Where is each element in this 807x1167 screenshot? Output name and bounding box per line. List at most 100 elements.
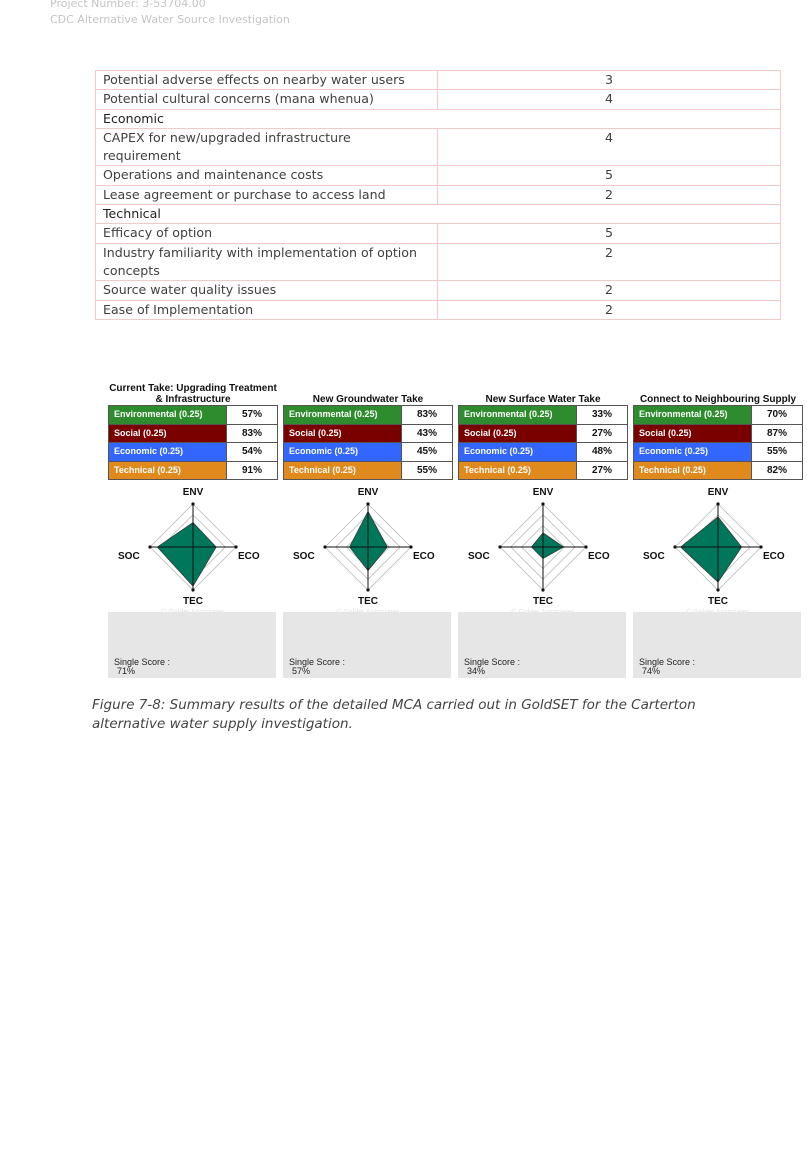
score-table: Environmental (0.25) 57% Social (0.25) 83% E…	[108, 405, 278, 480]
criterion-value: 43%	[402, 424, 452, 442]
radar-axis-point	[409, 545, 413, 549]
criterion-label: Technical (0.25)	[634, 461, 752, 479]
score-row-social: Social (0.25) 27%	[458, 424, 628, 443]
section-row: Technical	[95, 204, 781, 225]
panel-title: New Groundwater Take	[312, 394, 424, 405]
figure-caption: Figure 7-8: Summary results of the detai…	[92, 697, 696, 732]
table-row: Lease agreement or purchase to access la…	[95, 184, 781, 206]
score-cell: 2	[437, 299, 781, 320]
criterion-label: Environmental (0.25)	[109, 406, 227, 424]
criterion-value: 82%	[752, 461, 802, 479]
score-row-technical: Technical (0.25) 27%	[458, 461, 628, 480]
criterion-value: 70%	[752, 406, 802, 424]
score-cell: 2	[437, 242, 781, 282]
watermark-text: © Golder Associates	[336, 608, 400, 615]
radar-polygon	[680, 516, 743, 583]
table-row: Operations and maintenance costs 5	[95, 165, 781, 186]
criterion-label: Environmental (0.25)	[284, 406, 402, 424]
axis-label-tec: TEC	[183, 596, 203, 607]
radar-axis-point	[234, 545, 238, 549]
axis-label-eco: ECO	[588, 551, 610, 562]
single-score-box: Single Score :71%	[108, 612, 276, 678]
criterion-cell: CAPEX for new/upgraded infrastructure re…	[95, 127, 438, 167]
radar-chart: ENV ECO TEC SOC © Golder Associates	[468, 487, 610, 615]
criterion-value: 33%	[577, 406, 627, 424]
criterion-value: 83%	[227, 424, 277, 442]
criterion-label: Social (0.25)	[459, 424, 577, 442]
score-table: Environmental (0.25) 70% Social (0.25) 87% E…	[633, 405, 803, 480]
watermark-text: © Golder Associates	[686, 608, 750, 615]
table-row: Potential cultural concerns (mana whenua…	[95, 89, 781, 110]
score-row-technical: Technical (0.25) 82%	[633, 461, 803, 480]
radar-chart: ENV ECO TEC SOC © Golder Associates	[118, 487, 260, 615]
option-panel: New Groundwater Take Environmental (0.25)…	[283, 380, 453, 678]
score-row-environmental: Environmental (0.25) 83%	[283, 405, 453, 425]
criterion-label: Environmental (0.25)	[634, 406, 752, 424]
criterion-value: 45%	[402, 443, 452, 461]
score-row-technical: Technical (0.25) 55%	[283, 461, 453, 480]
criterion-cell: Potential adverse effects on nearby wate…	[95, 69, 438, 91]
criterion-label: Economic (0.25)	[459, 443, 577, 461]
axis-label-soc: SOC	[293, 551, 315, 562]
criterion-label: Social (0.25)	[284, 424, 402, 442]
panel-title: New Surface Water Take	[485, 394, 601, 405]
axis-label-tec: TEC	[708, 596, 728, 607]
criterion-cell: Source water quality issues	[95, 280, 438, 301]
criterion-label: Technical (0.25)	[284, 461, 402, 479]
criterion-value: 55%	[752, 443, 802, 461]
criterion-cell: Ease of Implementation	[95, 299, 438, 320]
radar-axis-point	[584, 545, 588, 549]
score-row-environmental: Environmental (0.25) 70%	[633, 405, 803, 425]
table-row: CAPEX for new/upgraded infrastructure re…	[95, 127, 781, 167]
radar-axis-point	[191, 588, 195, 592]
criterion-label: Economic (0.25)	[634, 443, 752, 461]
score-row-social: Social (0.25) 43%	[283, 424, 453, 443]
criterion-label: Technical (0.25)	[459, 461, 577, 479]
criterion-value: 54%	[227, 443, 277, 461]
radar-axis-point	[541, 502, 545, 506]
radar-axis-point	[716, 588, 720, 592]
score-row-social: Social (0.25) 83%	[108, 424, 278, 443]
score-table: Environmental (0.25) 33% Social (0.25) 27% E…	[458, 405, 628, 480]
axis-label-tec: TEC	[533, 596, 553, 607]
score-row-economic: Economic (0.25) 45%	[283, 443, 453, 462]
axis-label-env: ENV	[183, 487, 204, 498]
score-cell: 4	[437, 127, 781, 167]
score-row-economic: Economic (0.25) 48%	[458, 443, 628, 462]
criterion-label: Technical (0.25)	[109, 461, 227, 479]
single-score-value: 74%	[642, 666, 661, 676]
radar-axis-point	[323, 545, 327, 549]
criterion-value: 57%	[227, 406, 277, 424]
watermark-text: © Golder Associates	[161, 608, 225, 615]
project-title: CDC Alternative Water Source Investigati…	[50, 13, 290, 26]
option-panel: Connect to Neighbouring Supply Environmen…	[633, 380, 803, 678]
criterion-cell: Efficacy of option	[95, 223, 438, 244]
axis-label-eco: ECO	[238, 551, 260, 562]
radar-polygon	[156, 522, 217, 587]
single-score-box: Single Score :34%	[458, 612, 626, 678]
watermark-text: © Golder Associates	[511, 608, 575, 615]
project-number: Project Number: 3-53704.00	[50, 0, 206, 10]
score-cell: 3	[437, 69, 781, 91]
single-score-label: Single Score :	[114, 657, 171, 667]
score-row-technical: Technical (0.25) 91%	[108, 461, 278, 480]
radar-chart: ENV ECO TEC SOC © Golder Associates	[293, 487, 435, 615]
single-score-value: 71%	[117, 666, 136, 676]
criteria-table: Potential adverse effects on nearby wate…	[95, 69, 781, 320]
radar-axis-point	[541, 588, 545, 592]
criterion-value: 83%	[402, 406, 452, 424]
section-heading: Economic	[95, 108, 781, 129]
criterion-value: 48%	[577, 443, 627, 461]
score-row-economic: Economic (0.25) 54%	[108, 443, 278, 462]
single-score-label: Single Score :	[639, 657, 696, 667]
score-cell: 2	[437, 280, 781, 301]
score-cell: 5	[437, 165, 781, 186]
single-score-value: 57%	[292, 666, 311, 676]
score-row-social: Social (0.25) 87%	[633, 424, 803, 443]
single-score-label: Single Score :	[289, 657, 346, 667]
option-panel: Current Take: Upgrading Treatment & Infr…	[108, 380, 278, 678]
table-row: Ease of Implementation 2	[95, 299, 781, 320]
criterion-label: Economic (0.25)	[109, 443, 227, 461]
axis-label-soc: SOC	[643, 551, 665, 562]
table-row: Potential adverse effects on nearby wate…	[95, 69, 781, 91]
